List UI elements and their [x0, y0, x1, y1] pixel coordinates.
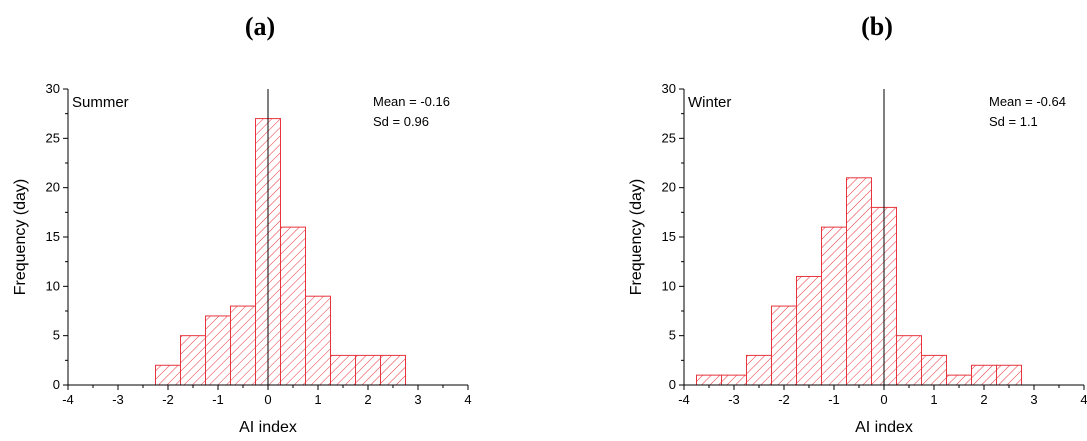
histogram-bar: [846, 177, 872, 386]
x-tick-label: 3: [414, 392, 421, 407]
y-tick-label: 10: [662, 278, 676, 293]
sd-label: Sd = 0.96: [373, 114, 429, 129]
y-tick-label: 5: [669, 328, 676, 343]
x-tick-label: -4: [62, 392, 74, 407]
x-tick-label: -1: [828, 392, 840, 407]
y-tick-label: 15: [662, 229, 676, 244]
histogram-bar: [771, 305, 797, 386]
x-tick-label: -2: [162, 392, 174, 407]
y-tick-label: 15: [46, 229, 60, 244]
x-tick-label: 0: [880, 392, 887, 407]
histogram-bar: [305, 295, 331, 386]
histogram-panel-a: (a) -4 -3 -2 -1 0 1 2 3 4 0 5 10 15 20 25 30 Summer Mean =…: [12, 12, 472, 436]
panel-label: (a): [245, 12, 275, 41]
histogram-bar: [205, 315, 231, 386]
panel-label: (b): [861, 12, 893, 41]
mean-label: Mean = -0.64: [989, 94, 1066, 109]
y-tick-label: 25: [662, 130, 676, 145]
histogram-bar: [380, 354, 406, 386]
season-label: Summer: [72, 94, 129, 111]
x-tick-label: -1: [212, 392, 224, 407]
histogram-bar: [946, 374, 972, 386]
sd-label: Sd = 1.1: [989, 114, 1038, 129]
histogram-bar: [896, 335, 922, 386]
histogram-bar: [180, 335, 206, 386]
histogram-bar: [355, 354, 381, 386]
histogram-bar: [996, 364, 1022, 386]
histogram-bar: [696, 374, 722, 386]
x-tick-label: 2: [364, 392, 371, 407]
x-tick-label: 3: [1030, 392, 1037, 407]
y-tick-label: 20: [662, 180, 676, 195]
histogram-bar: [921, 354, 947, 386]
y-axis-title: Frequency (day): [628, 179, 645, 296]
histogram-bar: [796, 275, 822, 386]
y-tick-label: 30: [46, 81, 60, 96]
histogram-bar: [230, 305, 256, 386]
histogram-bar: [821, 226, 847, 386]
x-tick-label: 0: [264, 392, 271, 407]
x-tick-label: -4: [678, 392, 690, 407]
histogram-bar: [971, 364, 997, 386]
y-tick-label: 30: [662, 81, 676, 96]
y-tick-label: 20: [46, 180, 60, 195]
x-tick-label: 2: [980, 392, 987, 407]
y-tick-label: 0: [669, 377, 676, 392]
x-tick-label: 4: [464, 392, 471, 407]
histogram-bar: [746, 354, 772, 386]
x-tick-label: -3: [728, 392, 740, 407]
y-tick-label: 25: [46, 130, 60, 145]
histogram-panel-b: (b) -4 -3 -2 -1 0 1 2 3 4 0 5 10 15 20 25 30 Winter Mean =…: [628, 12, 1087, 436]
x-tick-label: 1: [314, 392, 321, 407]
x-tick-label: 4: [1080, 392, 1087, 407]
x-tick-label: -2: [778, 392, 790, 407]
y-tick-label: 10: [46, 278, 60, 293]
x-tick-label: -3: [112, 392, 124, 407]
histogram-bar: [280, 226, 306, 386]
x-axis-title: AI index: [239, 419, 297, 436]
y-tick-label: 0: [53, 377, 60, 392]
season-label: Winter: [688, 94, 731, 111]
y-axis-title: Frequency (day): [12, 179, 29, 296]
x-tick-label: 1: [930, 392, 937, 407]
histogram-bar: [155, 364, 181, 386]
histogram-bar: [721, 374, 747, 386]
mean-label: Mean = -0.16: [373, 94, 450, 109]
histogram-bar: [330, 354, 356, 386]
x-axis-title: AI index: [855, 419, 913, 436]
y-tick-label: 5: [53, 328, 60, 343]
